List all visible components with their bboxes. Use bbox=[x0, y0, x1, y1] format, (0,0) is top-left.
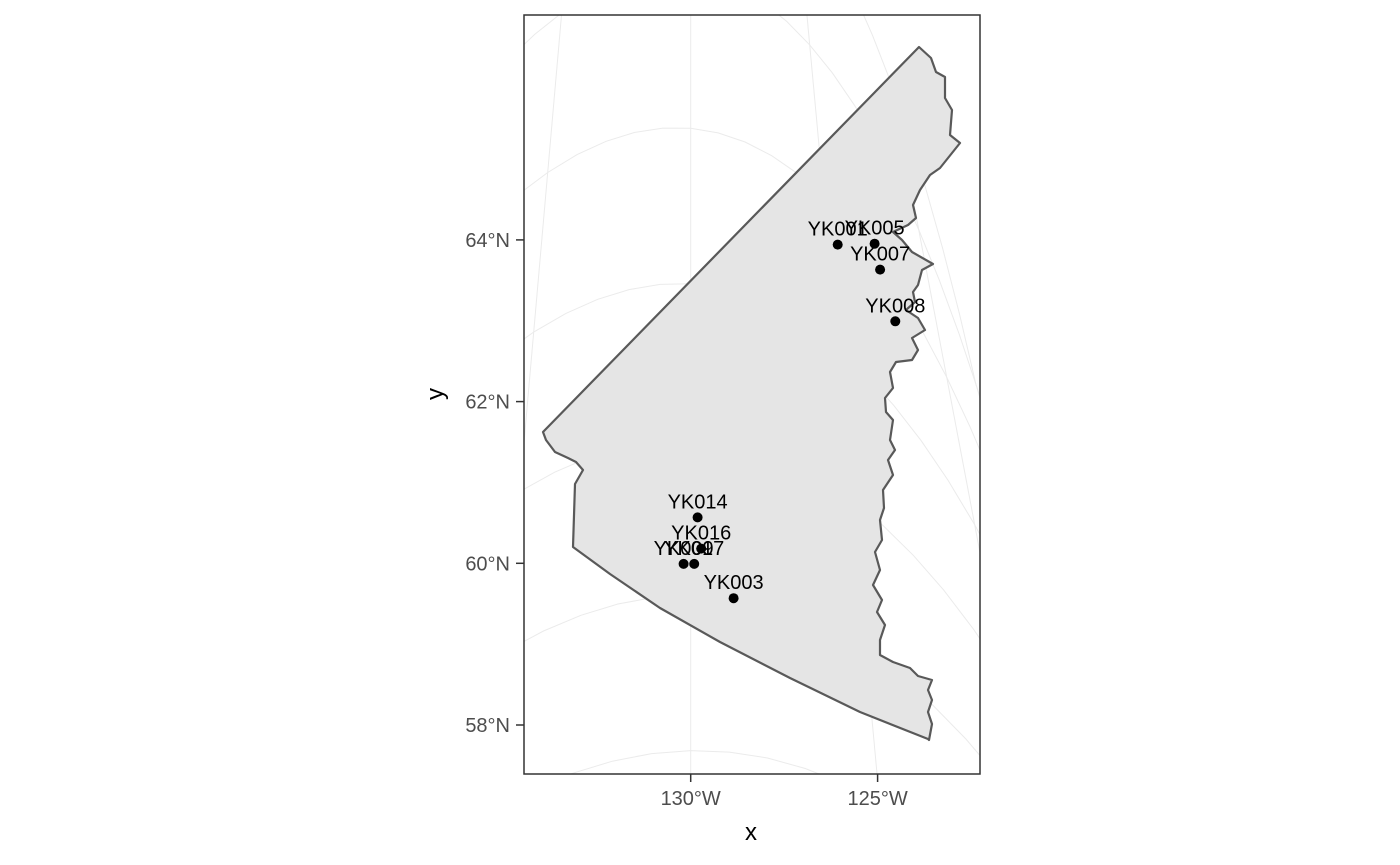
point-marker bbox=[875, 264, 886, 275]
point-label: YK005 bbox=[845, 218, 905, 240]
grid-line-lon bbox=[890, 81, 980, 556]
y-axis: 56°N58°N60°N62°N64°N bbox=[465, 230, 524, 737]
y-tick-label: 58°N bbox=[465, 715, 510, 737]
point-marker bbox=[832, 239, 843, 250]
point-marker bbox=[678, 558, 689, 569]
x-tick-label: 130°W bbox=[661, 788, 721, 810]
y-tick-label: 64°N bbox=[465, 230, 510, 252]
x-axis: 130°W 125°W bbox=[661, 774, 908, 810]
point-label: YK009 bbox=[654, 538, 714, 560]
point-marker bbox=[890, 316, 901, 327]
y-axis-title: y bbox=[422, 388, 449, 400]
x-axis-title: x bbox=[745, 819, 757, 846]
point-label: YK007 bbox=[850, 244, 910, 266]
point-label: YK014 bbox=[668, 491, 728, 513]
point-label: YK008 bbox=[865, 295, 925, 317]
grid-line-lat bbox=[569, 750, 821, 774]
region-polygon bbox=[541, 45, 962, 742]
grid-line-lat bbox=[524, 127, 980, 452]
point-label: YK001 bbox=[808, 219, 868, 241]
point-label: YK017 bbox=[664, 538, 724, 560]
point-marker bbox=[692, 512, 703, 523]
grid-line-lon bbox=[524, 15, 563, 449]
x-tick-label: 125°W bbox=[847, 788, 907, 810]
points-layer: YK005 YK007 YK001 YK008 YK014 YK016YK017YK009… bbox=[654, 218, 925, 604]
panel-frame bbox=[523, 14, 981, 775]
point-marker bbox=[689, 558, 700, 569]
y-tick-label: 60°N bbox=[465, 553, 510, 575]
point-marker bbox=[728, 593, 739, 604]
point-label: YK016 bbox=[671, 523, 731, 545]
point-marker bbox=[869, 238, 880, 249]
point-label: YK003 bbox=[704, 572, 764, 594]
point-marker bbox=[696, 543, 707, 554]
y-tick-label: 62°N bbox=[465, 392, 510, 414]
